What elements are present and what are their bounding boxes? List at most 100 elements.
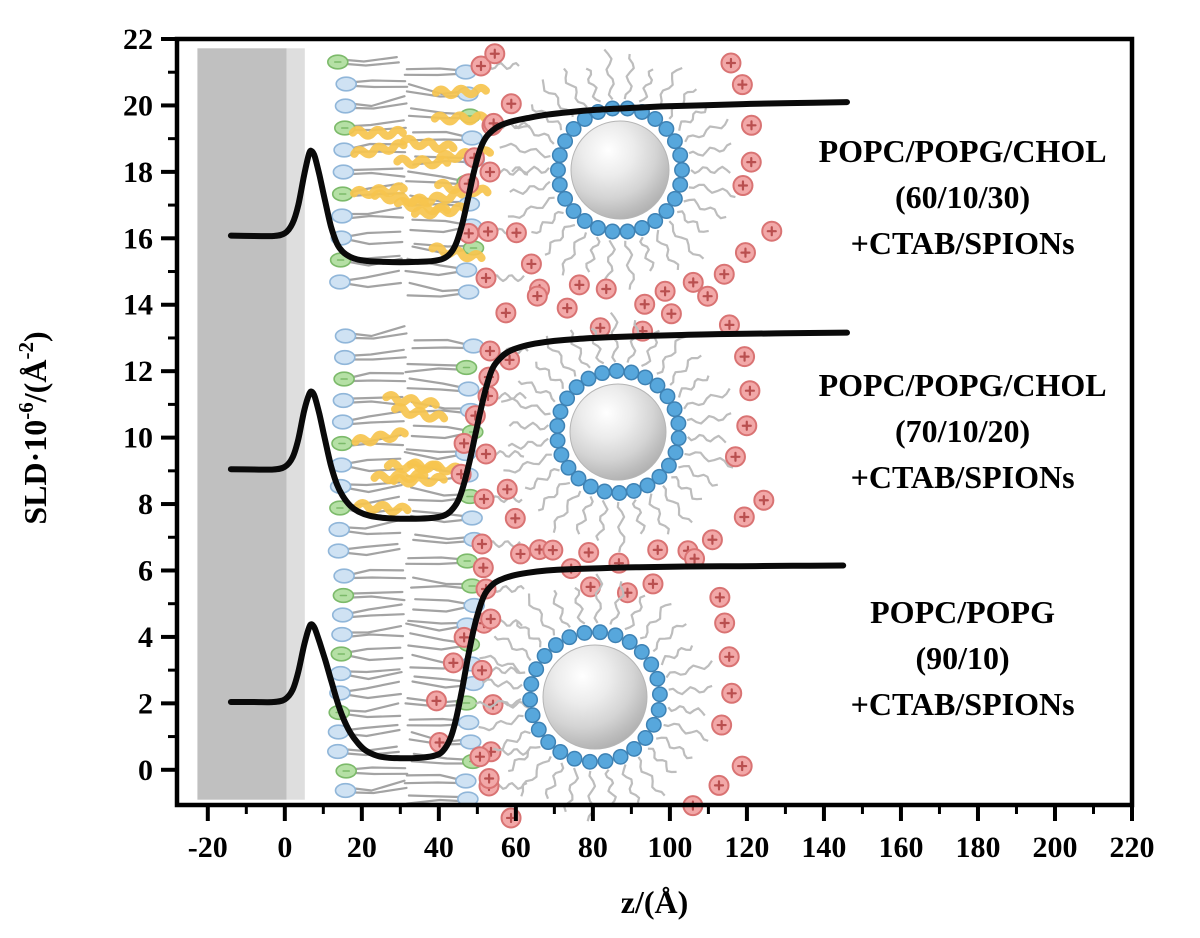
x-tick-label: 160: [878, 831, 923, 864]
ctab-tail: [527, 593, 556, 636]
ctab-tail: [585, 236, 601, 273]
coating-dot: [637, 730, 654, 746]
spion-illustrations: [425, 43, 783, 829]
lipid-tail: [350, 420, 405, 426]
coating-dot: [660, 457, 677, 474]
ctab-ion: [734, 242, 756, 264]
lipid-tail: [412, 538, 467, 545]
ctab-tail: [621, 764, 641, 804]
lipid-tail: [409, 226, 464, 234]
plus-icon: [724, 651, 735, 662]
lipid-tail: [349, 625, 403, 634]
lipid-tail: [347, 530, 402, 536]
coating-dot: [647, 213, 664, 229]
coating-dot: [604, 223, 621, 240]
coating-dot: [547, 637, 564, 654]
sld-curve-0: [227, 99, 850, 266]
lipid-molecule: [404, 359, 478, 376]
ctab-tail: [516, 620, 542, 648]
ctab-ion: [504, 507, 526, 529]
ctab-tail: [488, 62, 520, 70]
ctab-tail: [552, 589, 571, 628]
lipid-tail: [346, 723, 399, 732]
lipid-molecule: [330, 230, 404, 246]
popc-headgroup: [329, 665, 352, 682]
ctab-ion: [734, 346, 756, 368]
popc-headgroup: [331, 414, 354, 430]
ctab-tail: [624, 594, 646, 631]
plus-icon: [707, 534, 718, 545]
popc-headgroup: [326, 743, 349, 760]
coating-dot: [528, 661, 545, 678]
lipid-molecule: [326, 54, 400, 70]
ctab-tail: [511, 165, 550, 175]
ctab-ion: [595, 278, 617, 300]
lipid-molecule: [329, 680, 402, 701]
plus-icon: [595, 322, 606, 333]
coating-dot: [634, 220, 650, 236]
lipid-tail: [349, 214, 405, 220]
ctab-tail: [683, 198, 727, 220]
lipid-molecule: [411, 338, 485, 354]
cholesterol-molecule: [432, 83, 490, 100]
ctab-ion: [500, 93, 522, 115]
lipid-tail: [354, 771, 409, 776]
ctab-tail: [604, 769, 617, 806]
ctab-ion: [654, 280, 676, 302]
lipid-tail: [404, 269, 459, 277]
ctab-ion: [731, 755, 753, 777]
plus-icon: [746, 120, 757, 131]
lipid-tail: [351, 400, 406, 407]
lipid-tail: [404, 367, 459, 374]
y-tick-label: 8: [138, 488, 153, 521]
plus-icon: [766, 226, 777, 237]
lipid-molecule: [335, 76, 409, 92]
annotation-label-0: POPC/POPG/CHOL (60/10/30) +CTAB/SPIONs: [819, 133, 1107, 261]
ctab-tail: [507, 745, 541, 773]
plus-icon: [666, 308, 677, 319]
ctab-tail: [662, 485, 693, 524]
lipid-molecule: [331, 603, 405, 623]
ctab-tail: [624, 240, 635, 290]
lipid-tail: [410, 138, 465, 142]
lipid-tail: [352, 119, 405, 128]
lipid-molecule: [406, 281, 480, 300]
plus-icon: [725, 57, 737, 69]
x-tick-label: 200: [1032, 831, 1077, 864]
lipid-tail: [352, 356, 407, 361]
coating-dot: [607, 627, 624, 644]
ctab-tail: [656, 229, 680, 270]
y-tick-label: 12: [123, 355, 153, 388]
coating-dot: [536, 648, 553, 664]
plus-icon: [500, 307, 511, 318]
lipid-tail: [413, 242, 466, 248]
plus-icon: [746, 157, 757, 168]
y-tick-label: 10: [123, 422, 153, 455]
y-tick-label: 22: [123, 23, 153, 56]
coating-dot: [565, 203, 582, 220]
ctab-tail: [574, 586, 586, 625]
coating-dot: [670, 430, 687, 447]
ctab-tail: [660, 645, 694, 666]
ctab-ion: [495, 302, 517, 324]
popc-headgroup: [459, 734, 482, 750]
ctab-tail: [654, 66, 683, 110]
lipid-molecule: [333, 371, 407, 387]
ctab-tail: [603, 48, 615, 101]
lipid-molecule: [333, 568, 407, 584]
lipid-molecule: [332, 587, 406, 604]
lipid-tail: [349, 238, 404, 246]
coating-dot: [582, 478, 599, 495]
coating-dot: [651, 686, 668, 703]
lipid-tail: [345, 56, 398, 63]
cholesterol-molecule: [428, 242, 486, 263]
lipid-tail: [348, 671, 403, 681]
lipid-molecule: [331, 182, 405, 202]
ctab-tail: [479, 654, 526, 675]
lipid-tail: [410, 584, 465, 590]
ctab-tail: [498, 748, 530, 756]
ctab-tail: [544, 762, 565, 800]
coating-dot: [597, 753, 614, 770]
sld-curve-2: [227, 562, 847, 762]
lipid-tail: [349, 230, 402, 238]
